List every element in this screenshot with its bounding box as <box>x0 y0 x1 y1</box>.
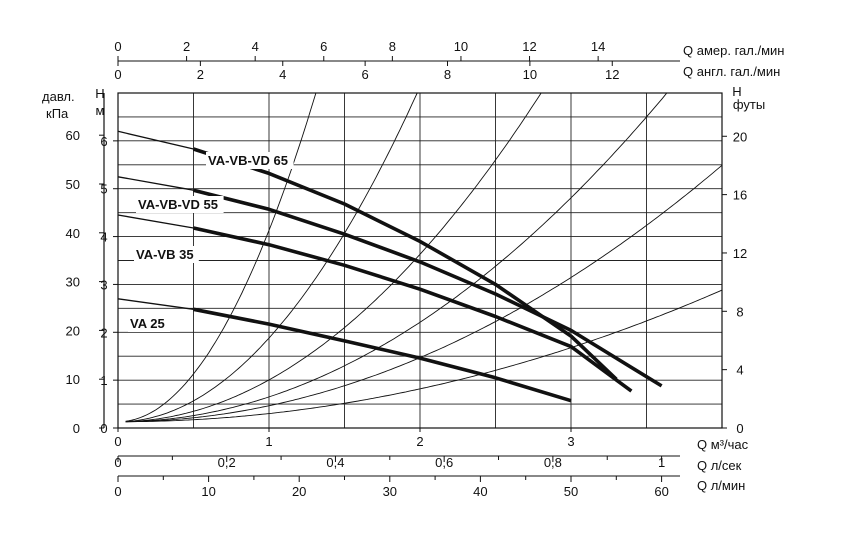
axis-label-us-gpm: Q амер. гал./мин <box>683 43 784 58</box>
series-line-thin <box>117 130 194 150</box>
series-line <box>192 147 618 381</box>
tick-label-us-gpm: 2 <box>183 39 190 54</box>
tick-label-kpa: 50 <box>66 177 80 192</box>
tick-label-kpa: 30 <box>66 275 80 290</box>
tick-label-us-gpm: 14 <box>591 39 605 54</box>
tick-label-m3h: 2 <box>416 434 423 449</box>
tick-label-kpa: 40 <box>66 226 80 241</box>
system-curve <box>125 289 723 423</box>
tick-label-lmin: 0 <box>114 484 121 499</box>
series-line-thin <box>117 214 194 229</box>
axis-label-kpa-line1: давл. <box>42 89 75 104</box>
tick-label-ft: 0 <box>736 421 743 436</box>
tick-label-kpa: 60 <box>66 128 80 143</box>
series-label-background <box>206 152 294 169</box>
tick-label-us-gpm: 12 <box>522 39 536 54</box>
tick-label-ls: 0,2 <box>218 455 236 470</box>
series-label: VA-VB-VD 55 <box>138 197 218 212</box>
axis-label-ft-line2: футы <box>733 97 765 112</box>
tick-label-us-gpm: 8 <box>389 39 396 54</box>
tick-label-ft: 12 <box>733 246 747 261</box>
tick-label-m: 0 <box>100 421 107 436</box>
tick-label-ls: 0 <box>114 455 121 470</box>
tick-label-kpa: 10 <box>66 372 80 387</box>
tick-label-us-gpm: 0 <box>114 39 121 54</box>
tick-label-m3h: 1 <box>265 434 272 449</box>
axis-label-uk-gpm: Q англ. гал./мин <box>683 64 780 79</box>
tick-label-ls: 0,8 <box>544 455 562 470</box>
tick-label-uk-gpm: 4 <box>279 67 286 82</box>
tick-label-m: 6 <box>100 134 107 149</box>
tick-label-kpa: 20 <box>66 323 80 338</box>
tick-label-us-gpm: 10 <box>454 39 468 54</box>
axis-label-kpa-line2: кПа <box>46 106 69 121</box>
tick-label-lmin: 20 <box>292 484 306 499</box>
tick-label-lmin: 50 <box>564 484 578 499</box>
axis-label-m-line1: H <box>95 86 104 101</box>
tick-label-m: 3 <box>100 277 107 292</box>
tick-label-uk-gpm: 12 <box>605 67 619 82</box>
axis-label-m3h: Q м³/час <box>697 437 749 452</box>
tick-label-us-gpm: 6 <box>320 39 327 54</box>
system-curves <box>125 92 723 423</box>
series-label-background <box>128 315 170 332</box>
tick-label-m: 4 <box>100 230 107 245</box>
tick-label-m: 2 <box>100 325 107 340</box>
axis-label-ls: Q л/сек <box>697 458 742 473</box>
tick-label-m: 1 <box>100 373 107 388</box>
system-curve <box>125 164 723 423</box>
series-line <box>193 188 663 388</box>
axis-label-m-line2: м <box>96 103 105 118</box>
tick-label-m: 5 <box>100 182 107 197</box>
tick-label-m3h: 3 <box>567 434 574 449</box>
series-lines <box>117 130 663 403</box>
system-curve <box>125 92 317 422</box>
tick-label-uk-gpm: 2 <box>197 67 204 82</box>
system-curve <box>125 92 418 423</box>
series-line <box>193 307 572 403</box>
series-label: VA 25 <box>130 316 165 331</box>
axis-label-lmin: Q л/мин <box>697 478 745 493</box>
labels: VA-VB-VD 65 VA-VB-VD 55 VA-VB 35 VA 25 <box>128 152 294 332</box>
tick-label-ls: 0,4 <box>326 455 344 470</box>
tick-label-ft: 4 <box>736 363 743 378</box>
tick-label-uk-gpm: 8 <box>444 67 451 82</box>
tick-label-uk-gpm: 10 <box>523 67 537 82</box>
tick-label-ls: 0,6 <box>435 455 453 470</box>
tick-label-lmin: 30 <box>383 484 397 499</box>
series-label: VA-VB-VD 65 <box>208 153 288 168</box>
tick-label-m3h: 0 <box>114 434 121 449</box>
axis-label-ft-line1: H <box>732 84 741 99</box>
series-label-background <box>134 246 199 263</box>
tick-label-uk-gpm: 6 <box>362 67 369 82</box>
tick-label-uk-gpm: 0 <box>114 67 121 82</box>
tick-label-lmin: 40 <box>473 484 487 499</box>
tick-label-kpa: 0 <box>73 421 80 436</box>
series-line-thin <box>117 176 194 191</box>
system-curve <box>125 92 542 423</box>
tick-label-ft: 16 <box>733 188 747 203</box>
tick-label-lmin: 60 <box>654 484 668 499</box>
axes: 0102030405060давл.кПа0123456Hм048121620H… <box>42 39 784 499</box>
series-line-thin <box>117 298 194 310</box>
series-label: VA-VB 35 <box>136 247 194 262</box>
tick-label-ft: 20 <box>733 129 747 144</box>
tick-label-ls: 1 <box>658 455 665 470</box>
system-curve <box>125 92 668 423</box>
tick-label-lmin: 10 <box>201 484 215 499</box>
tick-label-us-gpm: 4 <box>252 39 259 54</box>
series-label-background <box>136 196 224 213</box>
tick-label-ft: 8 <box>736 304 743 319</box>
series-line <box>193 226 633 393</box>
